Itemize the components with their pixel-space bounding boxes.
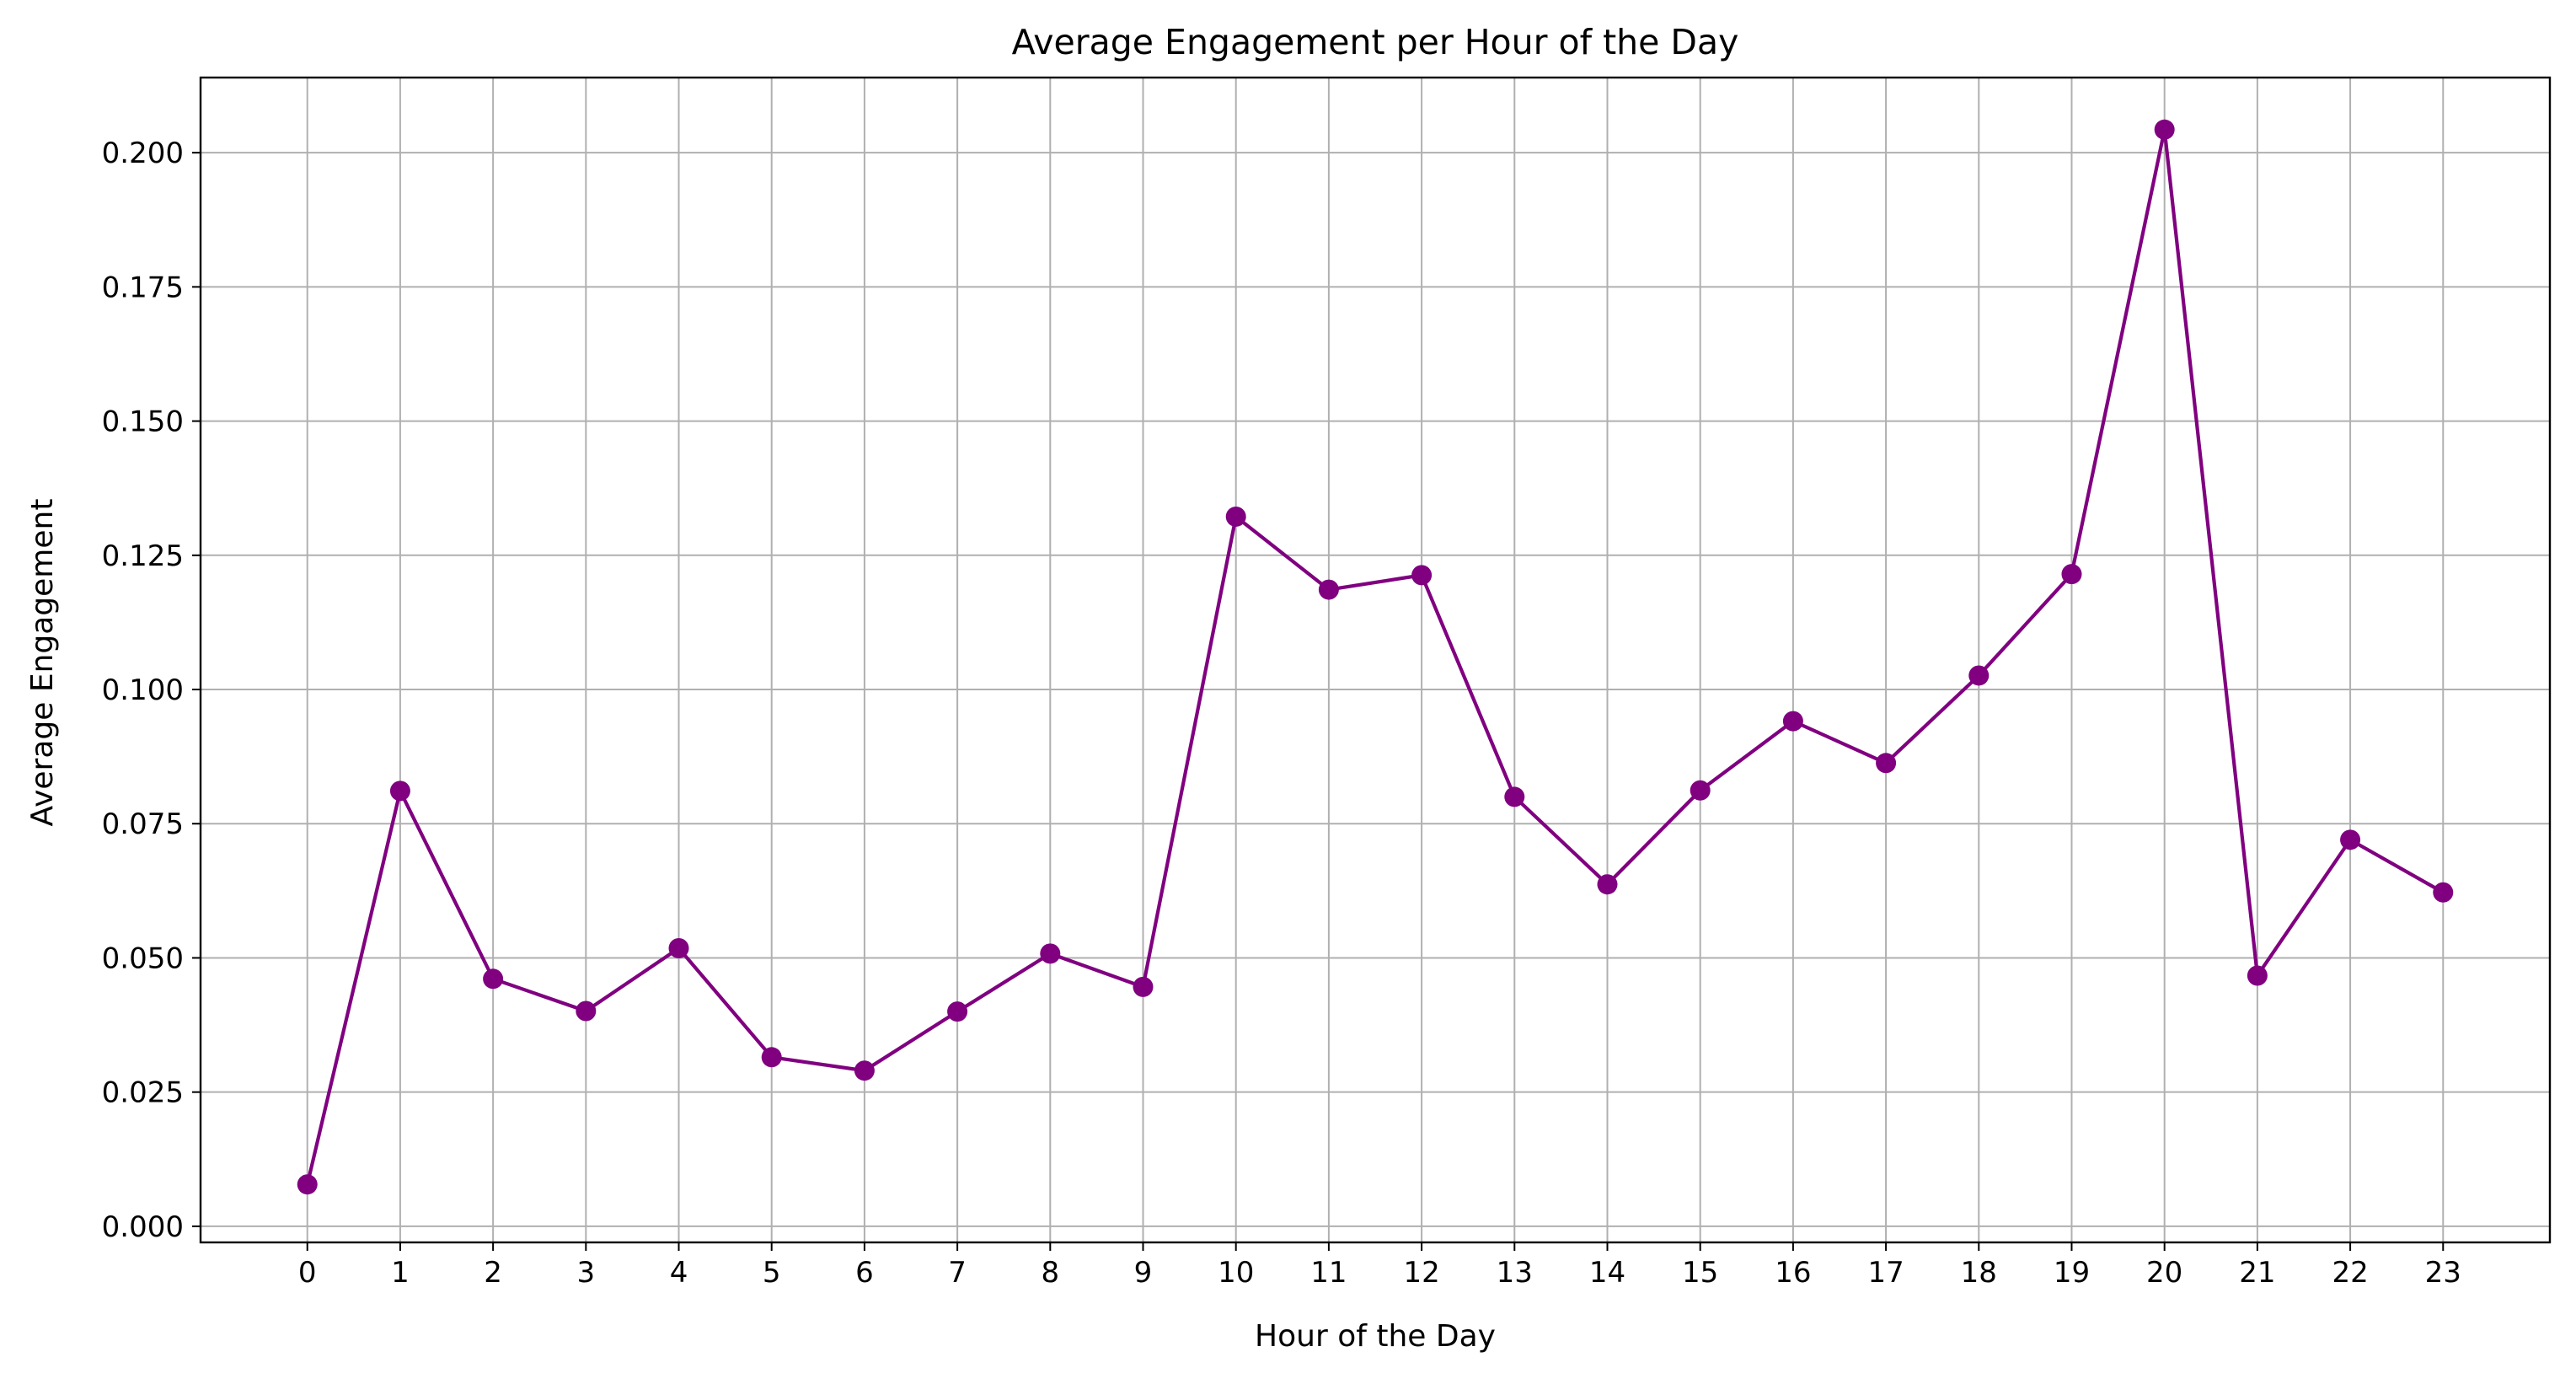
x-tick-label: 20 [2146,1256,2182,1290]
data-point [1040,943,1061,964]
x-axis: 0 1 2 3 4 5 6 7 8 9 10 11 12 13 14 15 16 17 18 19 20 21 22 23 [298,1242,2461,1290]
x-tick-label: 16 [1775,1256,1811,1290]
x-tick-label: 18 [1961,1256,1997,1290]
data-point [1782,711,1803,732]
data-point [1597,874,1618,895]
x-tick-label: 5 [763,1256,781,1290]
data-point [2433,882,2454,903]
x-tick-label: 10 [1218,1256,1254,1290]
x-tick-label: 9 [1134,1256,1153,1290]
series-line [305,127,2445,1187]
x-tick-label: 22 [2332,1256,2368,1290]
y-axis: 0.000 0.025 0.050 0.075 0.100 0.125 0.150 0.175… [102,137,201,1244]
chart-title: Average Engagement per Hour of the Day [1012,22,1739,62]
data-point [1225,506,1246,527]
plot-frame [199,76,2552,1244]
x-tick-label: 2 [484,1256,502,1290]
data-point [1411,565,1433,586]
x-tick-label: 21 [2239,1256,2275,1290]
y-tick-label: 0.150 [102,405,184,439]
y-tick-label: 0.100 [102,673,184,707]
data-point [2340,829,2361,850]
y-tick-label: 0.175 [102,271,184,304]
data-point [1504,786,1525,807]
data-point [297,1174,318,1195]
data-point [576,1000,597,1022]
x-tick-label: 7 [948,1256,967,1290]
y-tick-label: 0.050 [102,941,184,975]
data-point [854,1060,875,1081]
data-point [389,781,410,802]
data-point [947,1001,968,1022]
x-tick-label: 4 [670,1256,688,1290]
data-point [1690,780,1711,801]
data-point [2247,965,2268,986]
data-point [761,1047,782,1068]
x-tick-label: 0 [298,1256,317,1290]
data-point [668,937,689,958]
y-axis-label: Average Engagement [25,499,60,827]
series [297,119,2454,1195]
y-tick-label: 0.075 [102,807,184,841]
data-point [1876,753,1897,774]
x-tick-label: 17 [1867,1256,1904,1290]
y-tick-label: 0.000 [102,1210,184,1244]
data-point [483,968,504,990]
data-point [1318,579,1339,600]
x-tick-label: 23 [2425,1256,2461,1290]
x-tick-label: 1 [391,1256,410,1290]
x-tick-label: 13 [1497,1256,1533,1290]
data-point [2061,564,2082,585]
data-point [2154,119,2175,140]
data-point [1133,976,1154,997]
x-tick-label: 3 [576,1256,595,1290]
y-tick-label: 0.025 [102,1076,184,1110]
grid [201,78,2550,1242]
x-tick-label: 19 [2054,1256,2090,1290]
y-tick-label: 0.125 [102,539,184,573]
x-tick-label: 14 [1589,1256,1625,1290]
x-tick-label: 6 [855,1256,874,1290]
x-tick-label: 11 [1310,1256,1347,1290]
y-tick-label: 0.200 [102,137,184,170]
x-axis-label: Hour of the Day [1255,1319,1496,1354]
data-point [1968,665,1990,686]
x-tick-label: 8 [1041,1256,1059,1290]
x-tick-label: 15 [1682,1256,1718,1290]
x-tick-label: 12 [1403,1256,1439,1290]
